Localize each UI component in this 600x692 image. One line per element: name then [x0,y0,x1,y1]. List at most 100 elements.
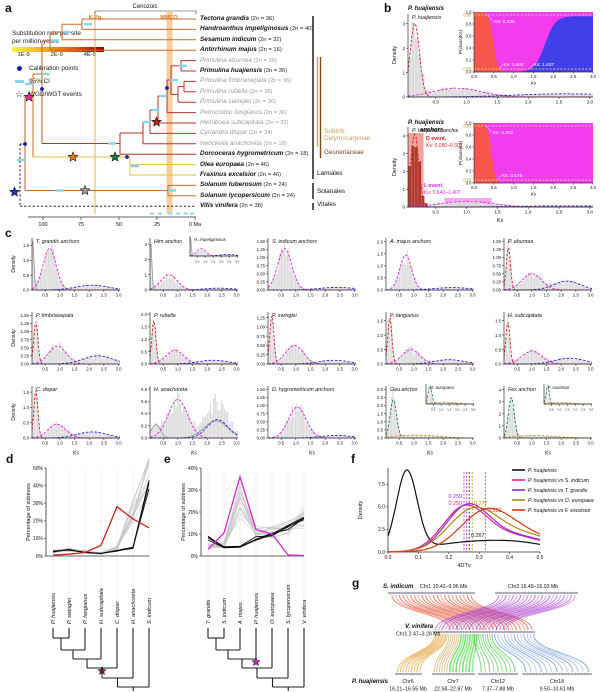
hist-bar [213,360,215,364]
legend-entry-label: P. huajiensis [528,468,557,474]
panel-g-synteny: S. indicum Chr1 10.42–9.96 Mb Chr2 16.49–1… [352,584,592,692]
hist-bar [192,254,194,256]
hist-bar [231,422,234,438]
y-tick-label: 40% [33,483,44,489]
hist-bar [351,362,353,364]
hist-bar [431,204,435,207]
hist-bar [162,356,164,364]
x-tick-label: 1.5 [72,292,79,297]
hist-bar [293,416,295,438]
y-tick-label: 0.75 [257,263,266,268]
hist-bar [586,205,590,207]
x-tick-label: 0.5 [549,407,554,411]
hist-bar [579,93,583,97]
hist-bar [206,360,208,364]
hist-bar [66,430,68,438]
hist-bar [290,267,292,290]
x-tick-label: 2.0 [558,292,565,297]
ylabel: Density [392,158,398,177]
hist-bar [90,286,92,290]
hist-bar [98,354,100,364]
hist-bar [480,203,484,207]
hist-bar [441,359,443,364]
hist-bar [60,281,62,290]
hist-bar [583,94,587,97]
hist-bar [173,346,175,364]
hist-bar [537,436,539,438]
hist-bar [587,360,589,364]
ribbon [441,594,507,631]
hist-bar [461,88,464,97]
hist-bar [343,287,345,290]
ylabel: Density [11,329,17,347]
hist-bar [38,352,40,364]
hist-bar [327,287,330,290]
hist-bar [84,284,86,290]
plot-title: P. swinglei [272,313,297,319]
species-label: Antirrhinum majus (2n = 16) [200,46,282,54]
hist-bar [154,285,157,290]
hist-bar [408,347,410,364]
hist-bar [227,411,229,438]
panel-label-d: d [6,452,14,466]
hist-bar [93,356,95,364]
hist-bar [545,394,547,404]
hist-bar [504,433,506,438]
hist-bar [77,433,79,438]
hist-bar [227,288,229,290]
hist-bar [471,288,473,290]
x-tick-label: 0.5 [537,555,544,561]
x-tick-label: 3.0 [234,366,241,371]
category-label: P. huajiensis [51,593,57,624]
hist-bar [387,426,389,438]
hist-bar [175,406,177,438]
x-tick-label: 2.0 [440,366,447,371]
hist-bar [563,280,566,290]
hist-bar [513,413,515,438]
hist-bar [63,284,65,290]
hist-bar [442,437,444,438]
hist-bar [169,353,171,364]
hist-bar [500,204,504,207]
hist-bar [43,360,45,364]
hist-bar [425,435,427,438]
hist-bar [205,252,207,256]
hist-bar [335,361,337,364]
peak-value-label: 0.267 [471,533,485,539]
hist-bar [203,361,205,364]
cladogram [207,628,305,691]
ribbon [445,594,511,631]
hist-bar [510,265,512,290]
y-tick-label: 0.75 [21,337,30,342]
hist-bar [206,413,208,438]
hist-bar [398,430,400,438]
hist-bar [430,436,432,438]
ribbon [494,633,527,673]
x-tick-label: 2.5 [219,292,226,297]
x-tick-label: 1.0 [557,407,562,411]
panel-d-subtree-chart: 0% 10% 20% 30% 40% 50% Percentage of subtrees P… [26,458,153,691]
hist-bar [57,347,59,364]
ribbon [485,594,554,631]
hist-bar [208,253,209,256]
plot: 0.0 0.5 1.0 1.5 0.5 1.0 1.5 2.0 2.5 3.0 H. subcapi… [495,312,594,371]
hist-bar [431,387,432,404]
hist-bar [494,204,497,207]
chr-label: Chr12 [491,679,505,685]
hist-bar [217,255,219,256]
hist-bar [530,94,534,97]
hist-bar [458,288,460,290]
hist-bar [427,436,429,438]
hist-bar [85,357,87,364]
hist-bar [84,432,86,438]
hist-bar [584,286,586,290]
hist-bar [334,360,336,364]
panel-label-b: b [384,1,392,15]
hist-bar [117,288,119,290]
x-tick-label: 1.0 [57,366,64,371]
y-tick-label: 0.0 [378,550,385,556]
panel-label-a: a [5,1,12,15]
ribbon [443,633,458,673]
ks-plot-d-hygrometricum-anchors: 0.00 0.25 0.50 0.75 1.00 1.25 1.50 0.5 1.0 1.5 2.0… [257,386,358,457]
